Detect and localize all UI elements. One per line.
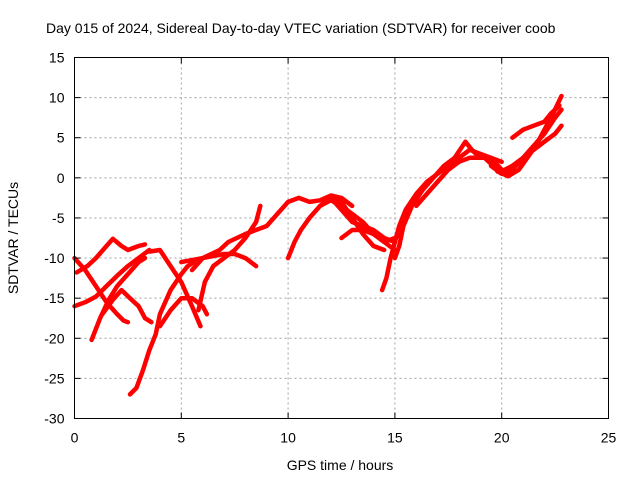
series-arc5 (100, 287, 154, 325)
x-tick-label: 15 (387, 430, 403, 446)
series-arc2 (72, 247, 152, 309)
x-tick-label: 10 (280, 430, 296, 446)
series-arc14 (328, 195, 398, 245)
series-arc15 (339, 227, 398, 253)
series-arc11 (189, 193, 355, 273)
tick-layer: 0 5 10 15 20 25 -30 -25 -20 -15 -10 -5 0 5 10 15 (44, 50, 616, 446)
x-tick-label: 5 (177, 430, 185, 446)
series-arc13 (317, 198, 404, 245)
y-axis-label: SDTVAR / TECUs (5, 182, 21, 294)
grid-layer (74, 57, 609, 419)
y-tick-label: 15 (49, 50, 65, 66)
y-tick-label: -30 (44, 411, 64, 427)
series-arc3 (74, 236, 148, 275)
y-tick-label: -20 (44, 330, 64, 346)
x-tick-label: 20 (494, 430, 510, 446)
y-tick-label: -5 (52, 210, 65, 226)
y-tick-label: -25 (44, 370, 64, 386)
y-tick-label: -15 (44, 290, 64, 306)
series-arc6 (127, 259, 197, 397)
chart-title: Day 015 of 2024, Sidereal Day-to-day VTE… (46, 20, 556, 36)
series-arc4 (89, 255, 148, 343)
series-arc7 (147, 247, 203, 329)
y-tick-label: -10 (44, 250, 64, 266)
series-arc21 (510, 103, 562, 140)
y-tick-label: 0 (57, 170, 65, 186)
series-arc10 (196, 203, 263, 313)
y-tick-label: 10 (49, 90, 65, 106)
x-tick-label: 25 (601, 430, 617, 446)
series-layer (72, 93, 564, 397)
x-tick-label: 0 (71, 430, 79, 446)
y-tick-label: 5 (57, 130, 65, 146)
plot-frame (74, 57, 609, 419)
series-arc8 (157, 295, 210, 329)
x-axis-label: GPS time / hours (287, 457, 394, 473)
series-arc20 (495, 93, 564, 179)
